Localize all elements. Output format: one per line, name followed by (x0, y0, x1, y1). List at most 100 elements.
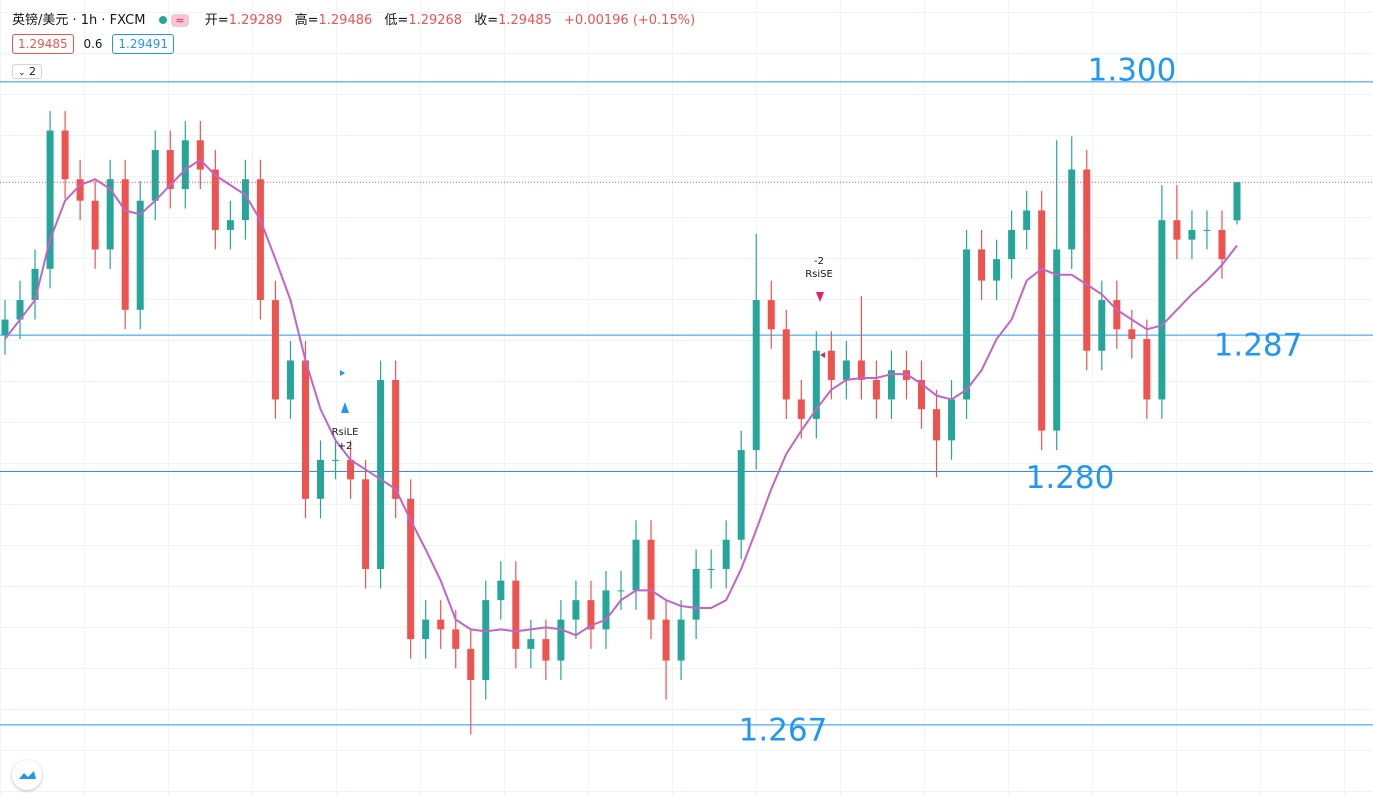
candle-body (707, 568, 715, 570)
quote-bar: 1.29485 0.6 1.29491 (12, 34, 174, 54)
candle-body (1083, 169, 1091, 351)
candle-body (617, 590, 625, 592)
candle-body (933, 409, 941, 441)
candle-body (181, 140, 189, 190)
candle-body (587, 600, 595, 630)
candle-body (407, 498, 415, 640)
candle-body (286, 360, 294, 400)
candle-body (963, 249, 971, 400)
candle-body (632, 539, 640, 591)
candle-body (647, 539, 655, 620)
level-label: 1.300 (1088, 52, 1177, 88)
sell-arrow (816, 292, 824, 302)
marker (820, 352, 825, 358)
candle-body (31, 268, 39, 301)
candle-body (1, 319, 9, 336)
signal-label: -2 (814, 256, 824, 267)
level-label: 1.287 (1214, 328, 1303, 364)
logo[interactable] (12, 760, 42, 790)
candle-body (993, 259, 1001, 281)
candle-body (226, 220, 234, 230)
candle-body (1218, 229, 1226, 260)
candle-body (106, 179, 114, 250)
candle-body (211, 169, 219, 230)
level-label: 1.267 (739, 712, 828, 748)
candle-body (136, 200, 144, 310)
candle-body (347, 459, 355, 480)
candle-body (1143, 339, 1151, 400)
candle-body (1053, 249, 1061, 431)
status-dot (159, 16, 168, 24)
candle-body (256, 179, 264, 301)
candle-body (782, 329, 790, 400)
candle-body (948, 399, 956, 441)
candle-body (722, 539, 730, 569)
candle-body (1023, 210, 1031, 230)
indicator-toggle[interactable]: ⌄ 2 (12, 64, 43, 79)
candle-body (422, 619, 430, 640)
candle-body (482, 600, 490, 681)
ohlc-value: 1.29485 (498, 13, 552, 28)
symbol: 英镑/美元 · 1h · FXCM (12, 13, 146, 28)
candle-body (662, 619, 670, 661)
candle-body (166, 150, 174, 190)
candle-body (692, 568, 700, 620)
bid[interactable]: 1.29485 (12, 34, 74, 54)
candle-body (91, 200, 99, 250)
ohlc-label: 低= (384, 13, 409, 28)
candle-body (872, 379, 880, 400)
candle-body (392, 379, 400, 499)
candle-body (196, 140, 204, 170)
chevron: ⌄ (18, 68, 26, 78)
candle-body (1008, 229, 1016, 260)
candle-body (842, 360, 850, 380)
candle-body (16, 300, 24, 320)
candle-body (1233, 182, 1241, 221)
candle-body (271, 300, 279, 400)
candle-body (527, 639, 535, 649)
moving-average (4, 158, 1238, 637)
candle-body (1158, 220, 1166, 400)
candle-body (812, 350, 820, 419)
indicator-count: 2 (29, 65, 37, 78)
candle-body (1038, 210, 1046, 431)
wave-icon: ≈ (171, 14, 189, 27)
ohlc-label: 收= (474, 13, 499, 28)
candle-body (557, 619, 565, 661)
candle-body (1068, 169, 1076, 250)
ohlc-value: 1.29486 (318, 13, 373, 28)
candle-body (497, 580, 505, 601)
signal-label: RsiLE (332, 427, 359, 438)
signal-label: RsiSE (805, 269, 833, 280)
candle-body (317, 459, 325, 499)
logo-icon (19, 771, 36, 779)
candle-body (46, 130, 54, 269)
candle-body (151, 150, 159, 201)
candle-body (1173, 220, 1181, 240)
candle-body (857, 360, 865, 380)
candle-body (467, 648, 475, 681)
candle-body (121, 179, 129, 310)
candle-body (1098, 300, 1106, 351)
candle-body (1128, 329, 1136, 340)
candle-body (1188, 229, 1196, 240)
candle-body (797, 399, 805, 419)
spread: 0.6 (83, 37, 103, 51)
ohlc-label: 高= (294, 13, 319, 28)
candle-body (332, 459, 340, 461)
marker (340, 370, 345, 376)
candle-body (827, 350, 835, 380)
signal-label: +2 (338, 441, 353, 452)
candle-body (887, 370, 895, 400)
candle-body (737, 450, 745, 540)
candle-body (437, 619, 445, 630)
candle-body (512, 580, 520, 649)
candle-body (677, 619, 685, 661)
ask[interactable]: 1.29491 (112, 34, 174, 54)
buy-arrow (341, 402, 349, 413)
candle-body (362, 479, 370, 569)
candle-body (377, 379, 385, 569)
change: +0.00196 (+0.15%) (564, 13, 696, 28)
